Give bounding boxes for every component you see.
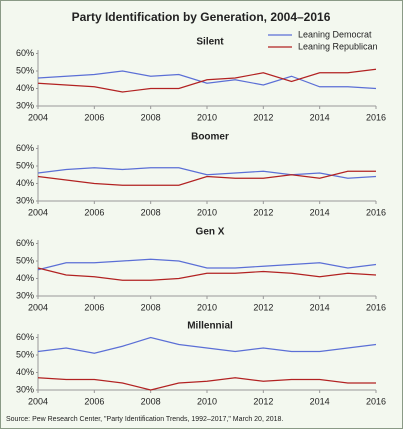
x-tick-label: 2006 bbox=[84, 396, 104, 406]
y-tick-label: 50% bbox=[16, 160, 34, 170]
source: Source: Pew Research Center, "Party Iden… bbox=[6, 416, 283, 423]
panel-title: Millennial bbox=[187, 321, 233, 332]
series-line bbox=[37, 68, 377, 93]
x-tick-label: 2008 bbox=[141, 112, 161, 122]
x-tick-label: 2016 bbox=[366, 207, 386, 217]
x-tick-label: 2014 bbox=[310, 302, 330, 312]
x-tick-label: 2008 bbox=[141, 396, 161, 406]
legend-label: Leaning Republican bbox=[298, 41, 378, 51]
series-line bbox=[37, 170, 376, 186]
x-tick-label: 2010 bbox=[197, 302, 217, 312]
y-tick-label: 30% bbox=[16, 290, 34, 300]
x-tick-label: 2016 bbox=[366, 112, 386, 122]
x-tick-label: 2004 bbox=[28, 112, 48, 122]
series-line bbox=[37, 377, 376, 391]
series-line bbox=[37, 267, 377, 281]
x-tick-label: 2014 bbox=[310, 207, 330, 217]
y-tick-label: 40% bbox=[16, 273, 34, 283]
x-tick-label: 2014 bbox=[310, 396, 330, 406]
panel-title: Gen X bbox=[196, 227, 225, 238]
x-tick-label: 2012 bbox=[253, 112, 273, 122]
x-tick-label: 2016 bbox=[366, 396, 386, 406]
y-tick-label: 30% bbox=[16, 195, 34, 205]
x-tick-label: 2004 bbox=[28, 396, 48, 406]
x-tick-label: 2006 bbox=[84, 302, 104, 312]
y-tick-label: 60% bbox=[16, 238, 34, 248]
y-tick-label: 50% bbox=[16, 349, 34, 359]
x-tick-label: 2010 bbox=[197, 207, 217, 217]
y-tick-label: 60% bbox=[16, 332, 34, 342]
x-tick-label: 2016 bbox=[366, 302, 386, 312]
series-line bbox=[37, 336, 377, 354]
x-tick-label: 2004 bbox=[28, 302, 48, 312]
y-tick-label: 60% bbox=[16, 143, 34, 153]
x-tick-label: 2006 bbox=[84, 207, 104, 217]
x-tick-label: 2014 bbox=[310, 112, 330, 122]
y-tick-label: 30% bbox=[16, 100, 34, 110]
y-tick-label: 50% bbox=[16, 255, 34, 265]
x-tick-label: 2008 bbox=[141, 207, 161, 217]
x-tick-label: 2004 bbox=[28, 207, 48, 217]
series-line bbox=[37, 70, 377, 90]
x-tick-label: 2010 bbox=[197, 396, 217, 406]
y-tick-label: 50% bbox=[16, 65, 34, 75]
x-tick-label: 2012 bbox=[253, 207, 273, 217]
y-tick-label: 40% bbox=[16, 367, 34, 377]
panel-title: Silent bbox=[196, 37, 224, 48]
series-line bbox=[37, 167, 377, 179]
x-tick-label: 2012 bbox=[253, 396, 273, 406]
y-tick-label: 60% bbox=[16, 48, 34, 58]
y-tick-label: 40% bbox=[16, 178, 34, 188]
x-tick-label: 2008 bbox=[141, 302, 161, 312]
y-tick-label: 40% bbox=[16, 83, 34, 93]
series-line bbox=[37, 258, 377, 271]
legend-label: Leaning Democrat bbox=[298, 29, 372, 39]
x-tick-label: 2012 bbox=[253, 302, 273, 312]
x-tick-label: 2010 bbox=[197, 112, 217, 122]
x-tick-label: 2006 bbox=[84, 112, 104, 122]
chart-title: Party Identification by Generation, 2004… bbox=[72, 10, 331, 24]
panel-title: Boomer bbox=[191, 132, 229, 143]
y-tick-label: 30% bbox=[16, 384, 34, 394]
